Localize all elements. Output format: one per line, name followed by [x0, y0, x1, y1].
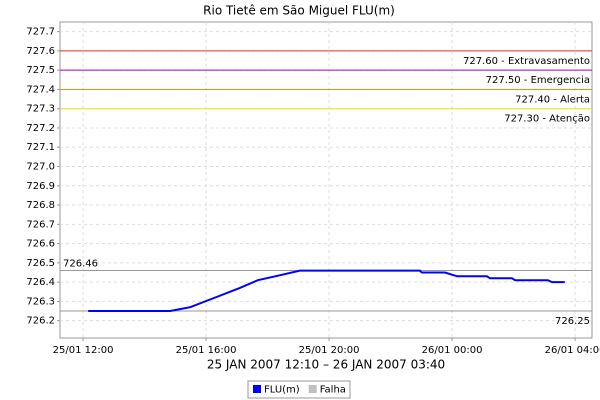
- plot-border: [59, 21, 593, 339]
- y-tick-label: 726.9: [26, 181, 55, 192]
- data-line: [88, 269, 565, 312]
- chart-subtitle: 25 JAN 2007 12:10 – 26 JAN 2007 03:40: [207, 358, 445, 372]
- legend-label: Falha: [320, 385, 346, 396]
- y-tick-label: 727.0: [26, 162, 55, 173]
- x-tick-label: 26/01 00:00: [422, 345, 483, 356]
- x-tick-label: 26/01 04:00: [545, 345, 600, 356]
- y-tick-label: 726.3: [26, 296, 55, 307]
- y-tick-label: 727.6: [26, 46, 55, 57]
- x-tick-label: 25/01 12:00: [53, 345, 114, 356]
- y-tick-label: 727.5: [26, 65, 55, 76]
- y-tick-label: 726.6: [26, 239, 55, 250]
- threshold-label: 727.40 - Alerta: [515, 94, 590, 105]
- chart-title: Rio Tietê em São Miguel FLU(m): [203, 4, 395, 18]
- y-tick-label: 726.7: [26, 219, 55, 230]
- marker-label: 726.25: [555, 316, 590, 327]
- legend-swatch: [253, 385, 261, 393]
- threshold-label: 727.60 - Extravasamento: [463, 56, 590, 67]
- y-tick-label: 727.3: [26, 104, 55, 115]
- y-tick-label: 727.1: [26, 142, 55, 153]
- marker-label: 726.46: [63, 259, 98, 270]
- y-tick-label: 726.5: [26, 258, 55, 269]
- y-tick-label: 726.4: [26, 277, 55, 288]
- y-tick-label: 726.2: [26, 316, 55, 327]
- threshold-label: 727.50 - Emergencia: [486, 75, 590, 86]
- legend-swatch: [308, 385, 317, 393]
- x-tick-label: 25/01 20:00: [299, 345, 360, 356]
- y-tick-label: 727.2: [26, 123, 55, 134]
- threshold-label: 727.30 - Atenção: [504, 114, 590, 125]
- x-tick-label: 25/01 16:00: [176, 345, 237, 356]
- legend-box: [247, 380, 351, 399]
- y-tick-label: 727.7: [26, 27, 55, 38]
- y-tick-label: 726.8: [26, 200, 55, 211]
- legend-label: FLU(m): [264, 385, 300, 396]
- y-tick-label: 727.4: [26, 84, 55, 95]
